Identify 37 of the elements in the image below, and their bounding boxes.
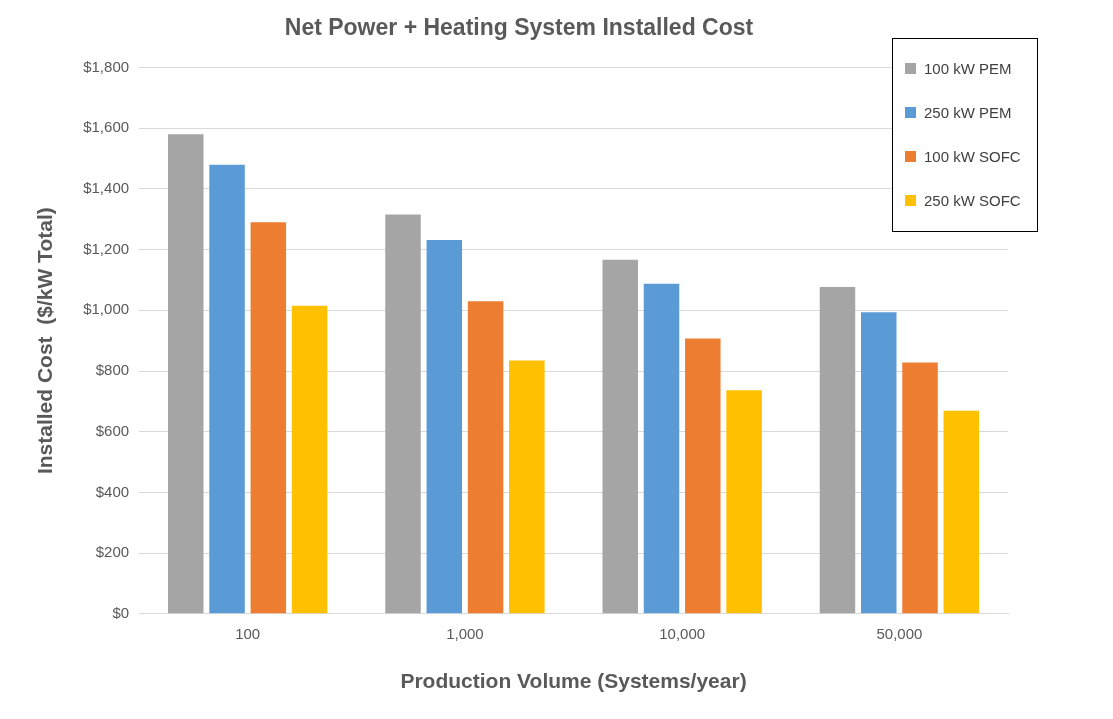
- bar: [467, 301, 504, 614]
- bar: [685, 338, 721, 614]
- y-tick-label: $1,800: [83, 57, 130, 75]
- bar: [291, 305, 328, 614]
- y-tick-label: $1,200: [83, 239, 130, 257]
- x-tick-label: 10,000: [659, 624, 706, 642]
- legend-label: 250 kW PEM: [924, 104, 1012, 122]
- bar: [250, 222, 287, 614]
- bar: [943, 410, 980, 614]
- bar: [902, 362, 938, 614]
- x-tick-label: 1,000: [446, 624, 484, 642]
- bar: [168, 134, 204, 614]
- chart-title: Net Power + Heating System Installed Cost: [284, 14, 754, 41]
- y-tick-label: $1,600: [83, 118, 130, 136]
- bar: [426, 239, 463, 614]
- legend-label: 100 kW SOFC: [924, 148, 1021, 166]
- y-tick-label: $600: [95, 421, 130, 439]
- bar: [643, 283, 680, 614]
- bar: [509, 360, 545, 614]
- y-tick-label: $200: [95, 543, 130, 561]
- legend-label: 250 kW SOFC: [924, 192, 1021, 210]
- y-tick-label: $0: [112, 603, 130, 621]
- bar: [385, 214, 421, 614]
- bar: [861, 312, 897, 614]
- bar: [819, 286, 856, 614]
- bar: [602, 259, 638, 614]
- y-tick-label: $1,000: [83, 300, 130, 318]
- y-tick-label: $400: [95, 482, 130, 500]
- y-axis-title: Installed Cost ($/kW Total): [33, 207, 57, 475]
- bar: [726, 390, 762, 614]
- y-tick-label: $1,400: [83, 179, 130, 197]
- legend-label: 100 kW PEM: [924, 60, 1012, 78]
- bar: [209, 164, 245, 614]
- x-tick-label: 50,000: [876, 624, 923, 642]
- y-tick-label: $800: [95, 361, 130, 379]
- x-axis-title: Production Volume (Systems/year): [400, 669, 747, 693]
- x-tick-label: 100: [235, 624, 261, 642]
